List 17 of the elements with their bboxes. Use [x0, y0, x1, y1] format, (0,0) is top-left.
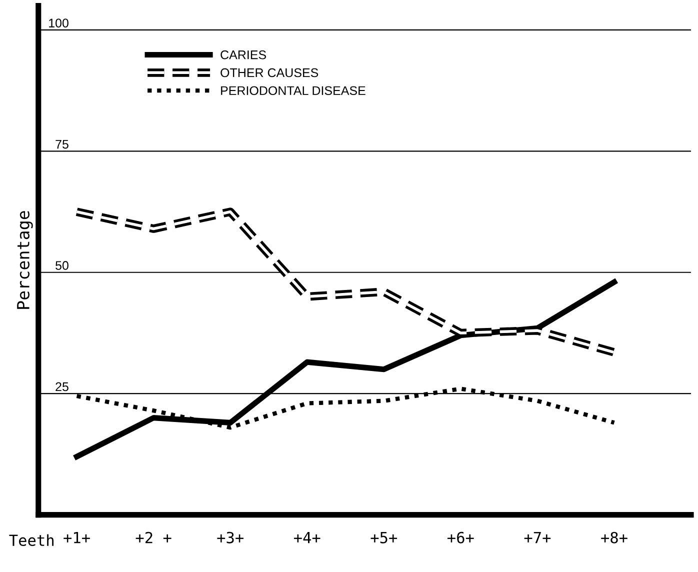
x-tick-label: +5+	[370, 532, 398, 544]
x-tick-label: +6+	[448, 532, 474, 544]
x-tick-label: +2 +	[136, 532, 172, 544]
y-tick-label: 25	[56, 382, 68, 392]
y-tick-label: 100	[49, 18, 68, 28]
x-tick-label: +7+	[524, 532, 551, 544]
x-tick-label: +4+	[294, 532, 320, 544]
x-tick-label: +8+	[601, 532, 628, 544]
y-axis-title: Percentage	[17, 211, 33, 309]
x-tick-label: +1+	[64, 532, 90, 544]
x-tick-label: +3+	[217, 532, 244, 544]
y-tick-label: 50	[56, 261, 68, 270]
y-tick-label: 75	[56, 140, 68, 149]
legend-label: CARIES	[220, 50, 266, 60]
legend-label: PERIODONTAL DISEASE	[221, 86, 366, 96]
legend-label: OTHER CAUSES	[220, 68, 318, 78]
x-axis-title: Teeth	[9, 534, 54, 546]
